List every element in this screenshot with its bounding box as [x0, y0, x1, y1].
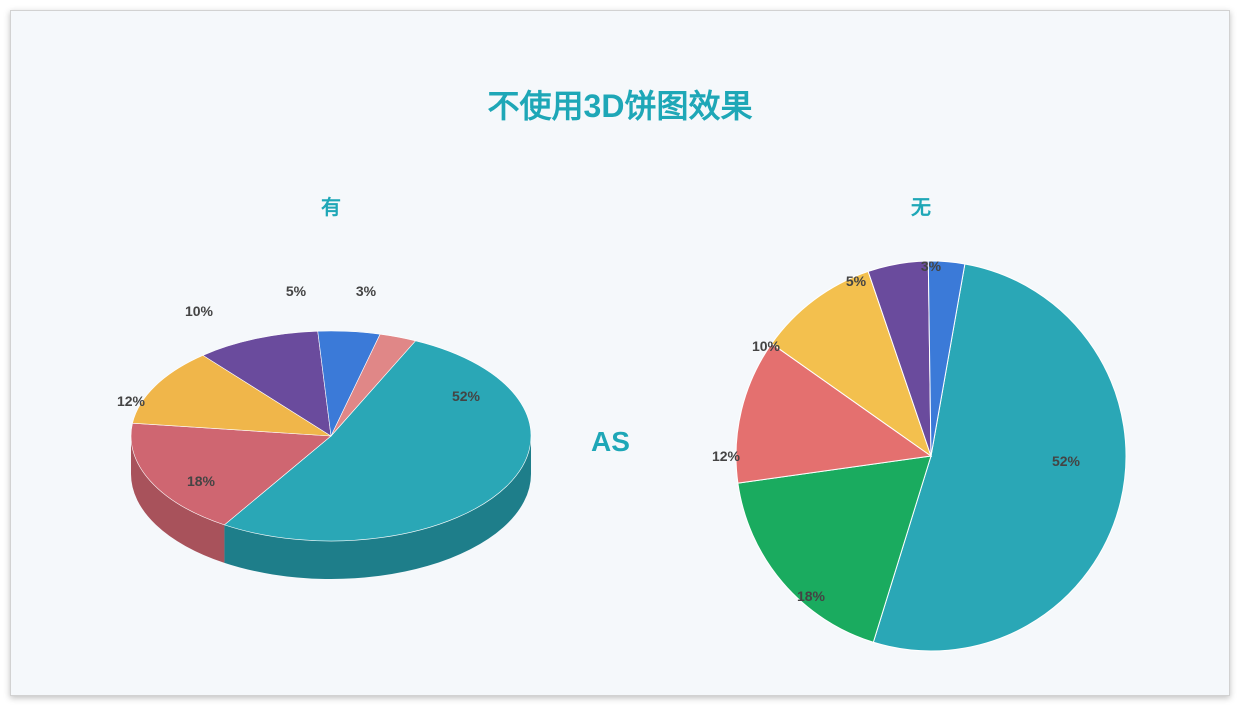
right-pie-2d: 52% 18% 12% 10% 5% 3% — [671, 221, 1191, 681]
slice-label: 52% — [1052, 453, 1081, 469]
left-subtitle: 有 — [321, 191, 341, 220]
chart-panel: 不使用3D饼图效果 有 无 AS 52% 18% 12% 10% 5% 3% 52% 18%… — [10, 10, 1230, 696]
slice-label: 3% — [921, 258, 942, 274]
slice-label: 12% — [712, 448, 741, 464]
outer-frame: 不使用3D饼图效果 有 无 AS 52% 18% 12% 10% 5% 3% 52% 18%… — [0, 0, 1240, 706]
slice-label: 5% — [846, 273, 867, 289]
center-label: AS — [591, 426, 630, 458]
slice-label: 18% — [187, 473, 216, 489]
slice-label: 3% — [356, 283, 377, 299]
slice-label: 10% — [185, 303, 214, 319]
slice-label: 52% — [452, 388, 481, 404]
slice-label: 12% — [117, 393, 146, 409]
left-pie-3d: 52% 18% 12% 10% 5% 3% — [71, 241, 591, 621]
main-title: 不使用3D饼图效果 — [11, 81, 1229, 127]
slice-label: 10% — [752, 338, 781, 354]
slice-label: 5% — [286, 283, 307, 299]
slice-label: 18% — [797, 588, 826, 604]
right-subtitle: 无 — [911, 191, 931, 220]
